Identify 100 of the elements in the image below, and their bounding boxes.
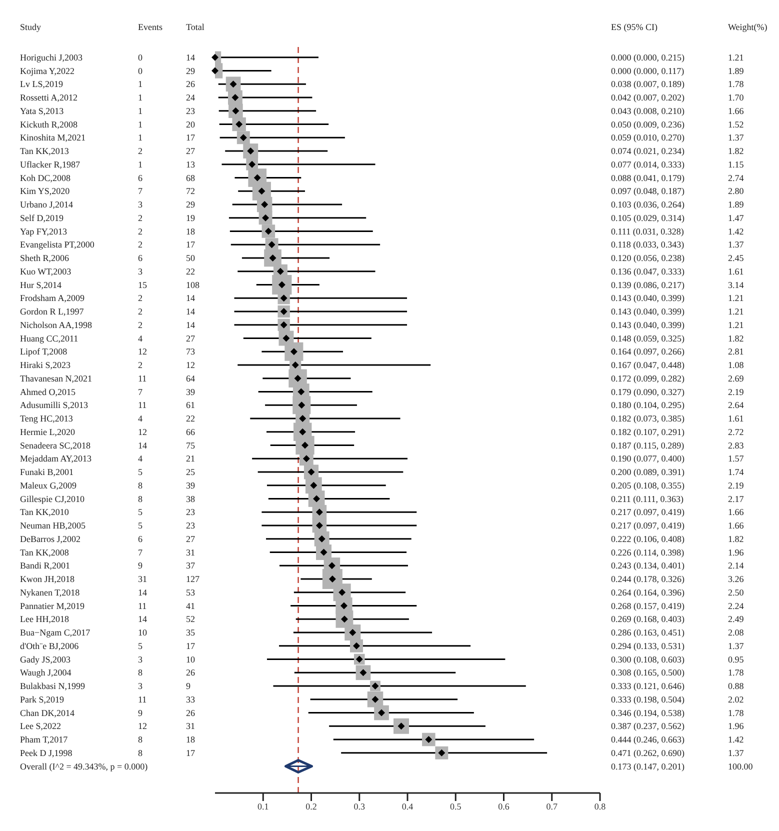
point — [422, 732, 436, 746]
text: 12 — [186, 360, 195, 370]
text: 5 — [138, 507, 143, 518]
text: 11 — [138, 373, 147, 384]
x-tick-label: 0.8 — [594, 801, 606, 812]
text: 20 — [186, 119, 196, 130]
data-label: 0.074 (0.021, 0.234) — [611, 146, 684, 156]
text: 0.88 — [728, 681, 744, 691]
point — [316, 544, 332, 560]
data-label: 0.103 (0.036, 0.264) — [611, 200, 684, 210]
y-tick-label: Waugh J,2004 — [20, 668, 72, 678]
text: 23 — [186, 106, 196, 116]
y-tick-label: Peek D J,1998 — [20, 748, 73, 758]
text: 2.72 — [728, 426, 744, 437]
text: 15 — [138, 280, 148, 290]
data-label: 0.088 (0.041, 0.179) — [611, 172, 684, 183]
text: 1.21 — [728, 320, 744, 330]
text: 2.74 — [728, 172, 744, 183]
text: 6 — [138, 534, 143, 544]
text: Events — [138, 22, 163, 32]
x-tick-label: 0.3 — [354, 801, 366, 812]
data-label: 0.294 (0.133, 0.531) — [611, 640, 684, 651]
text: 1 — [138, 132, 142, 143]
text: 9 — [138, 708, 143, 718]
data-label: 0.200 (0.089, 0.391) — [611, 467, 684, 477]
data-label: 0.059 (0.010, 0.270) — [611, 132, 684, 143]
text: 1.21 — [728, 306, 744, 316]
text: 26 — [186, 668, 196, 678]
y-tick-label: Kwon JH,2018 — [20, 574, 75, 584]
text: 75 — [186, 440, 196, 450]
y-tick-label: Mejaddam AY,2013 — [20, 454, 92, 464]
text: 11 — [138, 600, 147, 611]
text: 2.24 — [728, 600, 744, 611]
data-label: 0.105 (0.029, 0.314) — [611, 212, 684, 223]
text: 64 — [186, 373, 196, 384]
text: 8 — [138, 668, 143, 678]
text: 1 — [138, 92, 142, 102]
text: 52 — [186, 614, 195, 624]
text: 17 — [186, 132, 196, 143]
text: 1.78 — [728, 79, 744, 90]
x-tick-label: 0.2 — [306, 801, 317, 812]
text: 12 — [138, 426, 147, 437]
y-tick-label: Adusumilli S,2013 — [20, 400, 89, 410]
text: 1.42 — [728, 226, 744, 236]
y-tick-label: Tan KK,2013 — [20, 146, 70, 156]
data-label: 0.264 (0.164, 0.396) — [611, 587, 684, 598]
text: 3.26 — [728, 574, 744, 584]
text: 2.08 — [728, 628, 744, 638]
text: 9 — [186, 681, 191, 691]
y-tick-label: Nykanen T,2018 — [20, 587, 80, 598]
text: 3 — [138, 681, 143, 691]
data-label: 0.180 (0.104, 0.295) — [611, 400, 684, 410]
y-tick-label: Frodsham A,2009 — [20, 293, 86, 304]
text: 8 — [138, 480, 143, 490]
text: 1.70 — [728, 92, 744, 102]
text: 1.37 — [728, 240, 744, 250]
text: 17 — [186, 640, 196, 651]
text: 0.173 (0.147, 0.201) — [611, 761, 684, 772]
text: 1.82 — [728, 333, 744, 344]
y-tick-label: Overall (I^2 = 49.343%, p = 0.000) — [20, 761, 148, 772]
text: 9 — [138, 560, 143, 571]
y-tick-label: Lee HH,2018 — [20, 614, 70, 624]
text: 1.15 — [728, 159, 744, 170]
text: 26 — [186, 79, 196, 90]
data-label: 0.038 (0.007, 0.189) — [611, 79, 684, 90]
text: 14 — [186, 293, 196, 304]
text: 73 — [186, 346, 196, 357]
data-label: 0.268 (0.157, 0.419) — [611, 600, 684, 611]
text: 11 — [138, 694, 147, 704]
data-label: 0.182 (0.073, 0.385) — [611, 414, 684, 424]
y-tick-label: Chan DK,2014 — [20, 708, 75, 718]
text: 1.52 — [728, 119, 744, 130]
text: 7 — [138, 386, 143, 397]
text: 2.14 — [728, 560, 744, 571]
text: 1.37 — [728, 748, 744, 758]
text: Weight(%) — [728, 22, 768, 32]
y-tick-label: Senadeera SC,2018 — [20, 440, 91, 450]
text: 1.21 — [728, 52, 744, 62]
y-tick-label: Hermie L,2020 — [20, 426, 76, 437]
text: 1.37 — [728, 132, 744, 143]
data-label: 0.164 (0.097, 0.266) — [611, 346, 684, 357]
text: ES (95% CI) — [611, 22, 658, 32]
text: 12 — [138, 721, 147, 732]
text: 31 — [186, 721, 195, 732]
data-label: 0.333 (0.198, 0.504) — [611, 694, 684, 704]
text: 2 — [138, 146, 142, 156]
text: 72 — [186, 186, 195, 196]
text: 68 — [186, 172, 196, 183]
text: 1.61 — [728, 414, 744, 424]
data-label: 0.222 (0.106, 0.408) — [611, 534, 684, 544]
text: 23 — [186, 520, 196, 530]
text: 4 — [138, 414, 143, 424]
text: 8 — [138, 734, 143, 744]
text: 108 — [186, 280, 200, 290]
data-label: 0.143 (0.040, 0.399) — [611, 306, 684, 316]
y-tick-label: Park S,2019 — [20, 694, 64, 704]
y-tick-label: Huang CC,2011 — [20, 333, 78, 344]
y-tick-label: DeBarros J,2002 — [20, 534, 80, 544]
text: 31 — [186, 547, 195, 558]
text: 27 — [186, 146, 196, 156]
